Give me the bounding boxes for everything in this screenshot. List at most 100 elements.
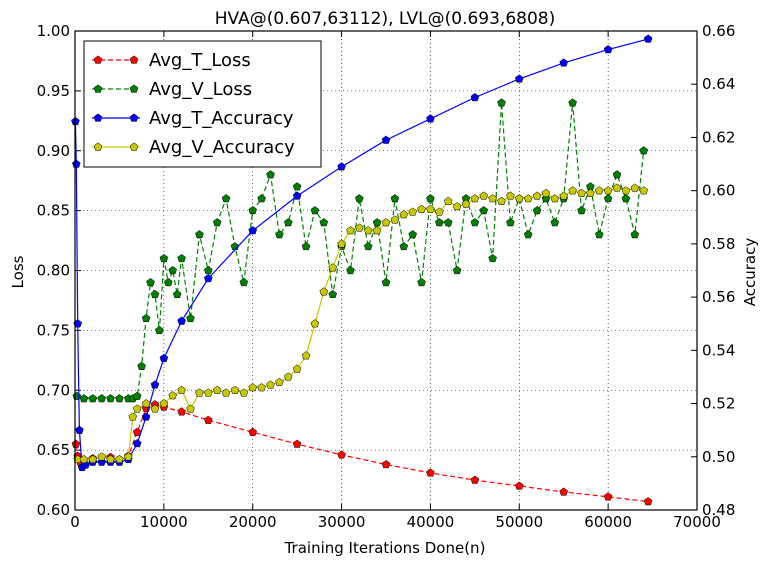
data-point-Avg_T_Loss-17 xyxy=(426,468,435,477)
y-left-tick-label-2: 0.70 xyxy=(37,381,70,399)
data-point-Avg_V_Loss-52 xyxy=(479,206,488,215)
x-tick-label-7: 70000 xyxy=(673,513,721,531)
data-point-Avg_V_Accuracy-40 xyxy=(417,204,426,213)
data-point-Avg_V_Loss-9 xyxy=(137,361,146,370)
data-point-Avg_V_Accuracy-43 xyxy=(443,196,453,205)
data-point-Avg_V_Loss-12 xyxy=(150,289,160,299)
data-point-Avg_V_Loss-33 xyxy=(310,206,320,215)
data-point-Avg_T_Accuracy-15 xyxy=(177,316,186,325)
legend-marker-start-Avg_V_Loss xyxy=(93,84,103,93)
data-point-Avg_V_Accuracy-27 xyxy=(301,351,311,360)
data-point-Avg_T_Accuracy-1 xyxy=(72,159,81,168)
data-point-Avg_V_Loss-30 xyxy=(284,218,293,227)
data-point-Avg_V_Accuracy-38 xyxy=(399,210,409,219)
data-point-Avg_V_Loss-38 xyxy=(355,194,364,203)
data-point-Avg_V_Accuracy-39 xyxy=(408,207,417,216)
data-point-Avg_V_Accuracy-62 xyxy=(612,183,622,192)
data-point-Avg_V_Accuracy-17 xyxy=(212,385,222,394)
data-point-Avg_V_Accuracy-65 xyxy=(639,186,648,195)
y-left-tick-label-0: 0.60 xyxy=(37,501,70,519)
data-point-Avg_V_Accuracy-10 xyxy=(150,404,160,413)
y-right-tick-label-7: 0.62 xyxy=(702,128,735,146)
data-point-Avg_V_Accuracy-60 xyxy=(595,186,604,195)
data-point-Avg_V_Accuracy-26 xyxy=(292,364,302,373)
data-point-Avg_V_Loss-5 xyxy=(115,394,124,403)
y-right-tick-label-9: 0.66 xyxy=(702,22,735,40)
data-point-Avg_V_Loss-23 xyxy=(221,194,231,203)
data-point-Avg_T_Accuracy-23 xyxy=(515,74,524,83)
data-point-Avg_V_Loss-60 xyxy=(550,218,560,227)
data-point-Avg_V_Loss-45 xyxy=(417,277,426,287)
x-tick-label-0: 0 xyxy=(70,513,80,531)
y-left-tick-label-6: 0.90 xyxy=(37,142,70,160)
data-point-Avg_V_Accuracy-52 xyxy=(523,194,533,203)
data-point-Avg_V_Loss-54 xyxy=(497,98,506,107)
data-point-Avg_V_Loss-34 xyxy=(319,218,329,227)
data-point-Avg_V_Accuracy-22 xyxy=(257,383,266,392)
data-point-Avg_V_Accuracy-41 xyxy=(426,204,435,213)
y-right-tick-label-6: 0.60 xyxy=(702,182,735,200)
series-layer xyxy=(71,34,653,506)
y-right-tick-label-8: 0.64 xyxy=(702,75,735,93)
data-point-Avg_V_Accuracy-20 xyxy=(239,388,249,397)
y-right-tick-label-1: 0.50 xyxy=(702,448,735,466)
legend-marker-end-Avg_V_Accuracy xyxy=(129,142,139,151)
legend-items: Avg_T_Loss Avg_V_Loss Avg_T_Accuracy Avg_V_… xyxy=(92,50,295,158)
legend-marker-end-Avg_T_Accuracy xyxy=(129,113,139,122)
data-point-Avg_V_Loss-17 xyxy=(172,289,182,299)
x-tick-label-5: 50000 xyxy=(495,513,543,531)
data-point-Avg_V_Loss-32 xyxy=(301,242,311,251)
data-point-Avg_V_Accuracy-36 xyxy=(381,218,391,227)
x-tick-label-6: 60000 xyxy=(584,513,632,531)
data-point-Avg_T_Loss-18 xyxy=(470,475,480,484)
legend-label-Avg_T_Loss: Avg_T_Loss xyxy=(149,50,251,71)
series-Avg_V_Accuracy xyxy=(73,183,648,464)
data-point-Avg_T_Accuracy-18 xyxy=(292,191,302,200)
data-point-Avg_T_Accuracy-12 xyxy=(141,412,151,421)
data-point-Avg_T_Accuracy-19 xyxy=(337,162,346,171)
legend-entry-Avg_T_Loss: Avg_T_Loss xyxy=(92,50,251,71)
data-point-Avg_T_Loss-13 xyxy=(248,427,257,436)
data-point-Avg_V_Loss-4 xyxy=(106,394,115,403)
data-point-Avg_V_Loss-10 xyxy=(141,313,151,323)
x-tick-label-1: 10000 xyxy=(140,513,188,531)
data-point-Avg_V_Accuracy-2 xyxy=(88,454,98,464)
data-point-Avg_V_Accuracy-37 xyxy=(390,215,400,224)
data-point-Avg_V_Loss-26 xyxy=(248,206,257,215)
data-point-Avg_V_Loss-70 xyxy=(639,146,648,155)
x-axis-label: Training Iterations Done(n) xyxy=(284,539,486,557)
legend: Avg_T_Loss Avg_V_Loss Avg_T_Accuracy Avg_V_… xyxy=(83,40,322,168)
data-point-Avg_T_Loss-14 xyxy=(292,439,302,448)
data-point-Avg_V_Accuracy-58 xyxy=(577,188,586,197)
data-point-Avg_V_Accuracy-18 xyxy=(221,388,231,397)
legend-label-Avg_V_Accuracy: Avg_V_Accuracy xyxy=(149,137,295,158)
data-point-Avg_V_Accuracy-44 xyxy=(452,202,462,211)
data-point-Avg_T_Loss-0 xyxy=(71,439,81,448)
y-left-tick-label-4: 0.80 xyxy=(37,262,70,280)
data-point-Avg_V_Accuracy-35 xyxy=(372,226,382,235)
data-point-Avg_T_Loss-19 xyxy=(515,481,524,490)
data-point-Avg_V_Loss-1 xyxy=(79,394,89,403)
data-point-Avg_V_Loss-68 xyxy=(621,194,631,203)
data-point-Avg_T_Loss-7 xyxy=(132,427,142,436)
data-point-Avg_V_Loss-58 xyxy=(532,206,542,215)
data-point-Avg_V_Loss-63 xyxy=(577,206,586,215)
data-point-Avg_T_Accuracy-22 xyxy=(470,92,480,102)
data-point-Avg_V_Loss-8 xyxy=(132,391,142,400)
legend-label-Avg_V_Loss: Avg_V_Loss xyxy=(149,79,252,100)
data-point-Avg_V_Loss-67 xyxy=(612,170,622,179)
data-point-Avg_V_Loss-20 xyxy=(195,230,204,239)
data-point-Avg_V_Accuracy-14 xyxy=(186,404,195,413)
data-point-Avg_V_Loss-57 xyxy=(523,230,533,239)
legend-entry-Avg_V_Loss: Avg_V_Loss xyxy=(92,79,252,100)
data-point-Avg_V_Loss-16 xyxy=(168,265,177,275)
legend-marker-start-Avg_T_Accuracy xyxy=(93,113,103,122)
y-right-tick-label-0: 0.48 xyxy=(702,501,735,519)
y-right-tick-label-2: 0.52 xyxy=(702,395,735,413)
data-point-Avg_V_Accuracy-48 xyxy=(488,194,497,203)
data-point-Avg_V_Loss-28 xyxy=(266,170,275,179)
data-point-Avg_V_Loss-69 xyxy=(630,230,640,239)
data-point-Avg_V_Accuracy-53 xyxy=(532,191,542,200)
legend-label-Avg_T_Accuracy: Avg_T_Accuracy xyxy=(149,108,294,129)
data-point-Avg_V_Accuracy-8 xyxy=(132,404,142,413)
